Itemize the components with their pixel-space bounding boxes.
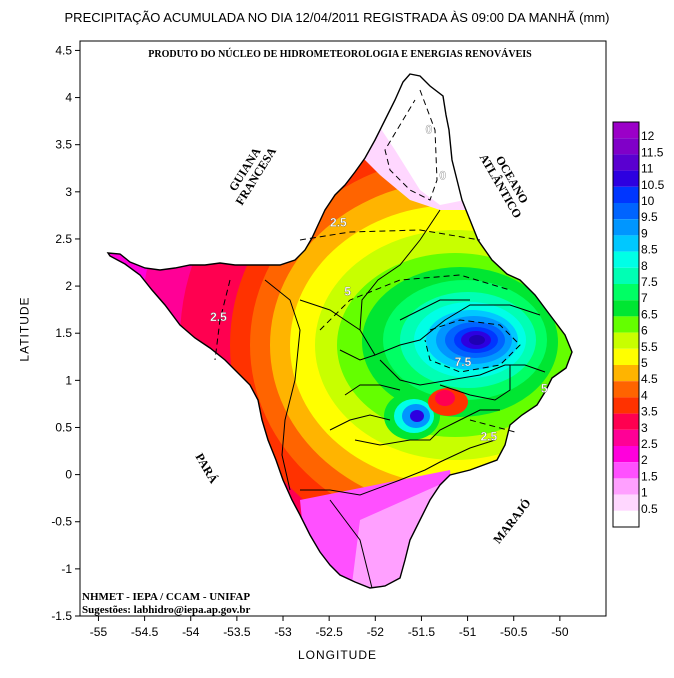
- contour-value-label: 2.5: [480, 430, 497, 444]
- legend-label: 4.5: [641, 372, 658, 386]
- x-tick-label: -54.5: [131, 625, 159, 639]
- legend-label: 8: [641, 259, 648, 273]
- legend-swatch: [613, 154, 639, 171]
- axis-ticks: -55 -54.5 -54 -53.5 -53 -52.5 -52 -51.5 -51 -50.5…: [51, 43, 569, 639]
- credits-line1: NHMET - IEPA / CCAM - UNIFAP: [82, 591, 251, 603]
- legend-label: 1: [641, 486, 648, 500]
- y-tick-label: 4: [65, 91, 72, 105]
- x-tick-label: -51.5: [408, 625, 436, 639]
- legend-swatch: [613, 413, 639, 430]
- legend-swatch: [613, 462, 639, 479]
- x-tick-label: -50.5: [500, 625, 528, 639]
- x-tick-label: -54: [182, 625, 200, 639]
- y-tick-label: 1: [65, 373, 72, 387]
- credits-line2: Sugestões: labhidro@iepa.ap.gov.br: [82, 604, 251, 616]
- y-tick-label: 2: [65, 279, 72, 293]
- legend-label: 3.5: [641, 405, 658, 419]
- contour-value-label: 0: [425, 122, 432, 136]
- map-subtitle: PRODUTO DO NÚCLEO DE HIDROMETEOROLOGIA E…: [148, 49, 532, 60]
- legend-label: 10: [641, 194, 655, 208]
- legend-swatch: [613, 478, 639, 495]
- contour-lines: [214, 89, 521, 433]
- contour-value-label: 0: [439, 169, 446, 183]
- legend-swatch: [613, 235, 639, 252]
- legend-label: 5.5: [641, 340, 658, 354]
- x-tick-label: -52: [367, 625, 385, 639]
- legend-swatch: [613, 446, 639, 463]
- y-tick-label: -1: [61, 562, 72, 576]
- legend-swatch: [613, 267, 639, 284]
- legend-label: 2.5: [641, 437, 658, 451]
- contour-value-label: 7.5: [455, 355, 472, 369]
- legend-swatch: [613, 429, 639, 446]
- legend-label: 9: [641, 226, 648, 240]
- legend-swatch: [613, 284, 639, 301]
- legend-label: 7.5: [641, 275, 658, 289]
- y-tick-label: -1.5: [51, 609, 72, 623]
- legend-label: 3: [641, 421, 648, 435]
- state-outline: [106, 73, 573, 589]
- legend-label: 11.5: [641, 145, 664, 159]
- legend-label: 11: [641, 162, 654, 176]
- legend-label: 0.5: [641, 502, 658, 516]
- contour-value-label: 5: [344, 285, 351, 299]
- legend-swatch: [613, 510, 639, 527]
- legend-label: 10.5: [641, 178, 665, 192]
- y-tick-label: -0.5: [51, 515, 72, 529]
- y-tick-label: 4.5: [55, 43, 72, 57]
- y-tick-label: 2.5: [55, 232, 72, 246]
- legend-swatch: [613, 219, 639, 236]
- legend-label: 7: [641, 291, 648, 305]
- legend-label: 6.5: [641, 307, 658, 321]
- legend-label: 9.5: [641, 210, 658, 224]
- y-tick-label: 0: [65, 468, 72, 482]
- legend-swatch: [613, 122, 639, 139]
- color-legend: 1211.51110.5109.598.587.576.565.554.543.…: [612, 121, 665, 528]
- credits-block: NHMET - IEPA / CCAM - UNIFAP Sugestões: …: [82, 591, 250, 617]
- legend-swatch: [613, 381, 639, 398]
- legend-swatch: [613, 332, 639, 349]
- municipal-boundaries: [264, 209, 546, 589]
- x-tick-label: -51: [459, 625, 477, 639]
- x-tick-label: -52.5: [315, 625, 343, 639]
- x-tick-label: -50: [551, 625, 569, 639]
- legend-label: 5: [641, 356, 648, 370]
- contour-value-label: 5: [541, 382, 548, 396]
- legend-frame: [612, 121, 640, 528]
- y-tick-label: 0.5: [55, 420, 72, 434]
- x-tick-label: -53.5: [223, 625, 251, 639]
- legend-swatch: [613, 138, 639, 155]
- legend-swatch: [613, 251, 639, 268]
- legend-label: 6: [641, 324, 648, 338]
- x-tick-label: -55: [90, 625, 108, 639]
- y-tick-label: 3.5: [55, 138, 72, 152]
- legend-label: 1.5: [641, 469, 658, 483]
- legend-swatch: [613, 365, 639, 382]
- legend-label: 4: [641, 388, 648, 402]
- y-tick-label: 1.5: [55, 326, 72, 340]
- contour-value-label: 2.5: [210, 310, 227, 324]
- legend-swatch: [613, 494, 639, 511]
- legend-swatch: [613, 203, 639, 220]
- legend-swatch: [613, 348, 639, 365]
- x-tick-label: -53: [274, 625, 292, 639]
- legend-label: 8.5: [641, 243, 658, 257]
- y-axis-title: LATITUDE: [17, 296, 32, 362]
- legend-swatch: [613, 170, 639, 187]
- map-title: PRECIPITAÇÃO ACUMULADA NO DIA 12/04/2011…: [64, 10, 610, 25]
- contour-value-label: 2.5: [330, 216, 347, 230]
- legend-swatch: [613, 397, 639, 414]
- y-tick-label: 3: [65, 185, 72, 199]
- legend-swatch: [613, 316, 639, 333]
- legend-label: 2: [641, 453, 648, 467]
- legend-swatch: [613, 186, 639, 203]
- x-axis-title: LONGITUDE: [298, 648, 378, 662]
- legend-label: 12: [641, 129, 655, 143]
- legend-swatch: [613, 300, 639, 317]
- contour-value-labels: 0 0 2.5 2.5 2.5 5 7.5 5: [210, 122, 548, 444]
